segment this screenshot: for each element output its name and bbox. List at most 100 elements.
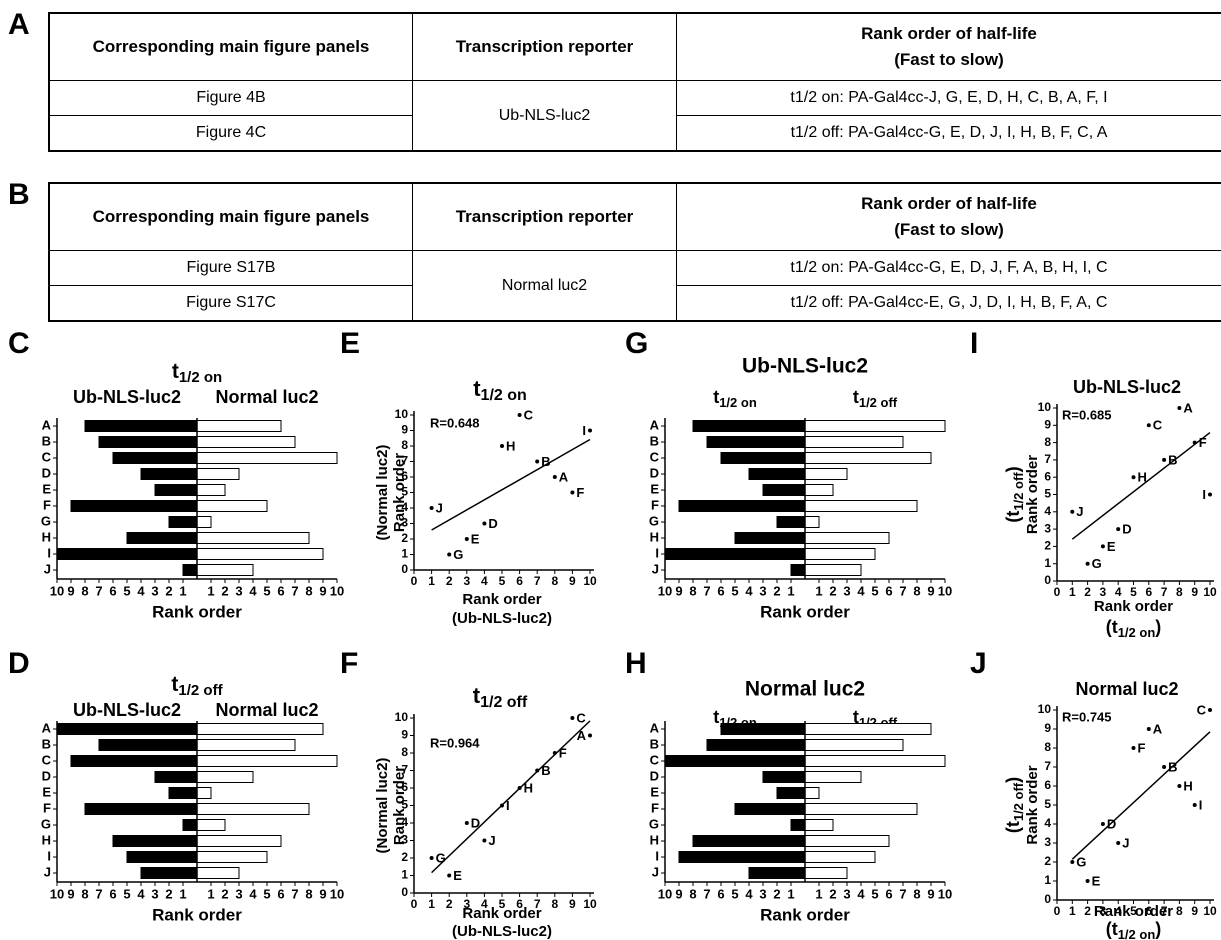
point-label: D [471,815,480,830]
y-tick-label: D [650,465,659,480]
y-tick-label: A [650,417,660,432]
header-cell: Transcription reporter [412,184,676,250]
bar [168,516,198,528]
x-tick-label: 1 [815,583,822,598]
bar [196,803,310,815]
y-tick-label: 7 [401,763,408,777]
trend-line [431,720,591,874]
y-tick-label: 0 [1044,892,1051,906]
bar [804,755,946,767]
point [1162,765,1167,769]
point [1162,457,1167,462]
y-axis-label: (Normal luc2) [374,445,391,541]
x-tick-label: 3 [235,583,242,598]
x-tick-label: 4 [481,574,488,588]
x-tick-label: 3 [463,574,470,588]
chart-title: Ub-NLS-luc2 [742,355,868,378]
point [447,873,452,878]
y-tick-label: 8 [1044,740,1051,754]
x-tick-label: 3 [1100,904,1107,918]
y-tick-label: 5 [401,798,408,812]
x-tick-label: 1 [428,897,435,911]
chart-title: t1/2 off [171,673,223,699]
bar [196,516,212,528]
bar [196,755,338,767]
point-label: J [488,833,495,848]
text-part: t [172,360,179,383]
text-part: t [853,387,859,407]
x-tick-label: 9 [675,583,682,598]
y-tick-label: 2 [1044,539,1051,553]
y-tick-label: J [652,561,659,576]
x-tick-label: 9 [1191,585,1198,599]
y-tick-label: B [42,433,51,448]
bar [98,739,198,751]
chart-title: Ub-NLS-luc2 [1073,377,1181,397]
bar [112,452,198,464]
point-label: A [577,728,587,743]
panel-label: J [970,647,987,680]
bar [196,787,212,799]
x-tick-label: 2 [165,886,172,901]
point [517,786,522,790]
panel-label: I [970,327,978,360]
text-part: ) [1003,466,1023,472]
text-part: (t [1106,919,1118,939]
bar [196,771,254,783]
cell: Figure 4C [50,115,412,149]
y-tick-label: 3 [401,516,408,530]
legend-label: Ub-NLS-luc2 [73,700,181,720]
x-tick-label: 5 [871,583,878,598]
bar [804,771,862,783]
point-label: B [1168,759,1177,774]
x-tick-label: 4 [1115,585,1122,599]
point [1131,746,1136,750]
panel-label: B [8,178,30,211]
y-tick-label: 0 [401,885,408,899]
x-tick-label: 8 [305,886,312,901]
bar [734,803,806,815]
x-tick-label: 8 [551,574,558,588]
point [1131,475,1136,480]
x-tick-label: 9 [569,574,576,588]
x-tick-label: 6 [277,583,284,598]
bar [112,835,198,847]
trend-line [1071,731,1211,860]
x-tick-label: 10 [583,574,597,588]
x-axis-label: (Ub-NLS-luc2) [452,610,552,627]
point-label: D [1107,816,1116,831]
bar [126,851,198,863]
y-tick-label: J [44,561,51,576]
bar [804,548,876,560]
y-tick-label: A [650,720,660,735]
chart-title: Normal luc2 [745,678,865,701]
x-tick-label: 1 [815,886,822,901]
x-axis-label: (Ub-NLS-luc2) [452,923,552,940]
y-tick-label: C [650,752,660,767]
bar [182,564,198,576]
trend-line [1071,431,1211,540]
x-tick-label: 2 [221,886,228,901]
panel-label: E [340,327,360,360]
bar [84,420,198,432]
x-tick-label: 10 [50,886,64,901]
x-tick-label: 7 [899,583,906,598]
point [500,803,504,808]
bar [762,771,806,783]
x-tick-label: 7 [95,886,102,901]
point [1146,727,1151,731]
x-tick-label: 4 [137,886,145,901]
point [1192,440,1197,445]
header-cell: Rank order of half-life (Fast to slow) [676,184,1221,250]
point-label: A [1153,721,1163,736]
x-axis-label: Rank order [760,602,850,621]
y-tick-label: 2 [401,850,408,864]
y-tick-label: 1 [401,868,408,882]
cell: Ub-NLS-luc2 [412,81,676,150]
y-axis-label: Rank order [1024,455,1041,534]
bar [196,532,310,544]
x-tick-label: 4 [857,886,865,901]
y-axis-label: Rank order [391,453,408,532]
x-tick-label: 9 [927,886,934,901]
